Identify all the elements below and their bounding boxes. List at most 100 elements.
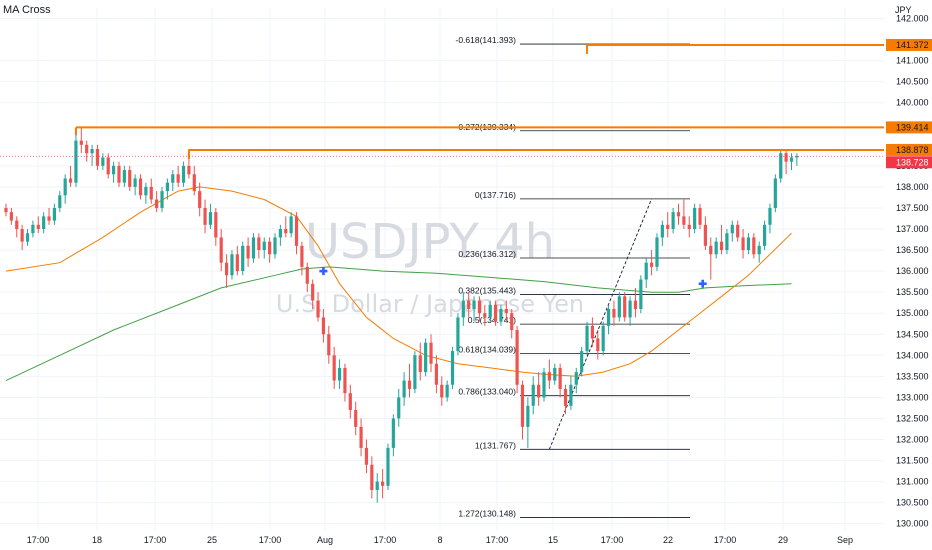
- candle: [273, 233, 277, 259]
- price-tick-label: 132.500: [896, 413, 929, 423]
- candle-body: [155, 199, 159, 208]
- candle-body: [542, 372, 546, 398]
- candle: [230, 250, 234, 280]
- candle: [375, 473, 379, 503]
- candle-body: [773, 178, 777, 208]
- candle: [725, 229, 729, 255]
- candle-body: [58, 195, 62, 208]
- fibonacci-retracement[interactable]: -0.618(141.393)-0.272(139.334)0(137.716)…: [456, 35, 691, 518]
- candle-body: [456, 317, 460, 352]
- candle-body: [9, 212, 13, 221]
- candle-body: [4, 207, 8, 213]
- candle-body: [660, 224, 664, 238]
- candle-body: [208, 212, 213, 225]
- candle: [214, 207, 218, 246]
- candle: [85, 140, 89, 162]
- fib-level-label: 0.236(136.312): [458, 249, 516, 259]
- time-tick-label: 17:00: [27, 535, 50, 545]
- candle: [445, 380, 449, 402]
- price-tick-label: 141.000: [896, 56, 929, 66]
- candle-body: [515, 330, 519, 385]
- cross-marker-v: [322, 267, 325, 276]
- candle: [246, 237, 250, 267]
- candle-body: [450, 351, 455, 385]
- price-tick-label: 137.500: [896, 203, 929, 213]
- price-tick-label: 130.000: [896, 519, 929, 529]
- candle: [450, 346, 455, 389]
- candle-body: [719, 241, 724, 251]
- candle-body: [762, 224, 767, 246]
- candle: [101, 153, 105, 171]
- candle-body: [246, 245, 250, 259]
- candle-body: [725, 233, 729, 251]
- candle: [493, 300, 498, 326]
- candle-body: [483, 313, 487, 318]
- slow-moving-average: [5, 266, 792, 382]
- fib-level-label: 0.5(134.741): [468, 315, 516, 325]
- candle-body: [224, 262, 229, 276]
- candle-body: [181, 165, 186, 183]
- candle-body: [628, 300, 632, 318]
- candle-body: [364, 447, 369, 465]
- candle: [682, 199, 686, 230]
- time-tick-label: Aug: [317, 535, 333, 545]
- candle: [364, 439, 369, 474]
- candle: [386, 443, 390, 491]
- candle: [20, 224, 24, 251]
- time-tick-label: 22: [663, 535, 673, 545]
- candle: [278, 224, 282, 246]
- candle-body: [413, 355, 417, 389]
- time-tick-label: 17:00: [714, 535, 737, 545]
- time-tick-label: 25: [207, 535, 217, 545]
- candle: [181, 161, 186, 187]
- candle: [585, 321, 589, 356]
- candle-body: [52, 207, 57, 221]
- candle: [418, 342, 422, 381]
- candle: [531, 376, 535, 415]
- resistance-price-tag: [886, 38, 932, 51]
- candle: [327, 325, 331, 364]
- candle: [95, 144, 100, 171]
- candle-body: [133, 178, 137, 187]
- price-tick-label: 135.000: [896, 308, 929, 318]
- candle: [413, 351, 417, 394]
- candle-body: [284, 229, 288, 234]
- resistance-levels[interactable]: [0, 43, 884, 159]
- price-axis[interactable]: 130.000 130.500 131.000 131.500 132.000 132.5…: [884, 0, 932, 550]
- candle: [343, 363, 347, 402]
- indicator-label[interactable]: MA Cross: [3, 4, 51, 16]
- candle-body: [639, 279, 643, 309]
- candle-body: [257, 237, 261, 251]
- candle: [171, 170, 175, 192]
- candle: [224, 254, 229, 288]
- candle: [192, 165, 196, 196]
- time-tick-label: 17:00: [374, 535, 397, 545]
- candle-body: [580, 351, 584, 373]
- candle-body: [165, 182, 169, 192]
- candle: [752, 233, 756, 259]
- candle-body: [386, 447, 390, 486]
- candle: [348, 384, 352, 419]
- candle-body: [499, 308, 503, 322]
- candle: [773, 174, 777, 213]
- resistance-price-tag-text: 139.414: [896, 122, 929, 132]
- price-tick-label: 142.000: [896, 14, 929, 24]
- time-tick-label: 17:00: [601, 535, 624, 545]
- candle: [316, 292, 320, 322]
- candle: [68, 165, 73, 187]
- candle: [488, 300, 492, 322]
- candle-body: [553, 367, 557, 381]
- candle-body: [585, 325, 589, 352]
- candle: [397, 388, 401, 427]
- candle-body: [36, 224, 40, 230]
- candle: [144, 182, 148, 204]
- price-tick-label: 135.500: [896, 287, 929, 297]
- candle-body: [703, 224, 707, 246]
- candle: [262, 237, 266, 259]
- candle: [563, 384, 568, 415]
- candle-body: [520, 384, 525, 427]
- fib-level-label: 1(131.767): [475, 440, 516, 450]
- candle-body: [623, 296, 627, 318]
- time-axis[interactable]: 17:00 18 17:00 25 17:00 Aug 17:00 8 17:00 15 17:00…: [0, 530, 932, 550]
